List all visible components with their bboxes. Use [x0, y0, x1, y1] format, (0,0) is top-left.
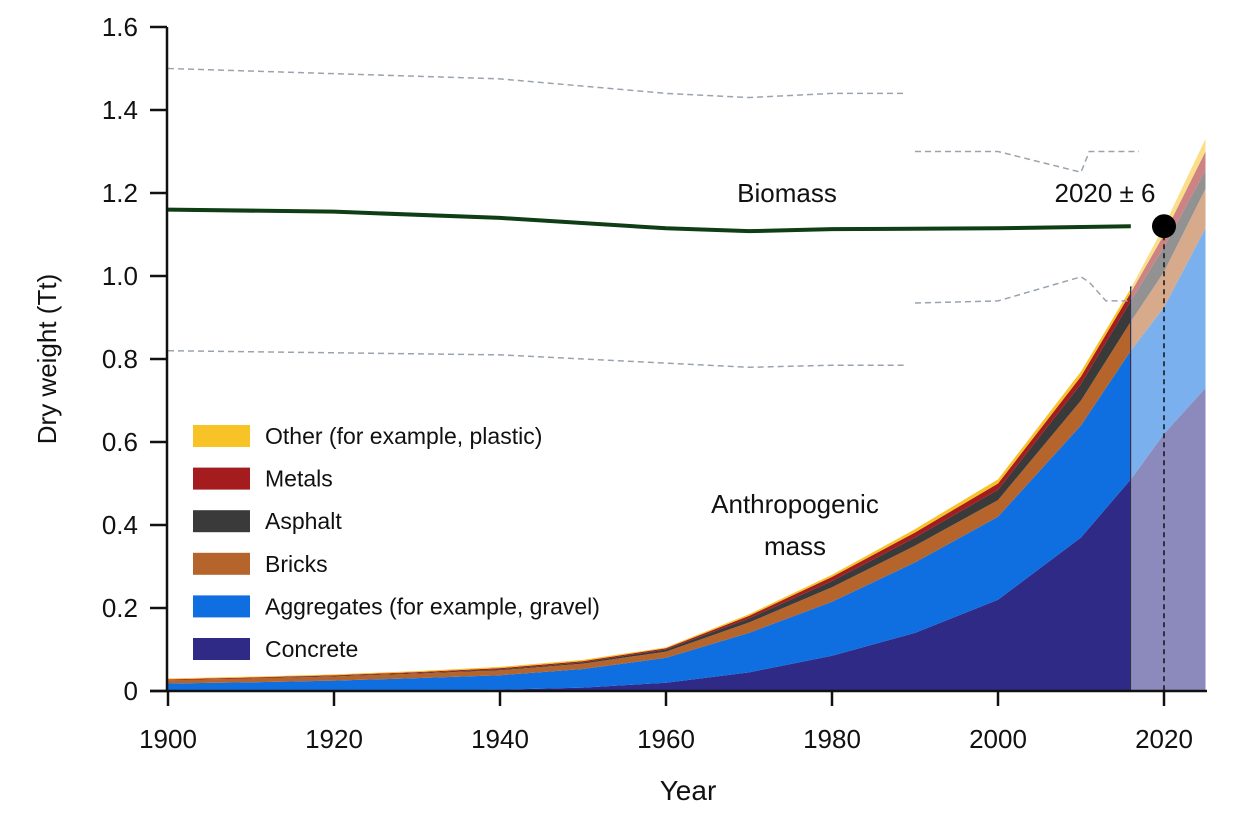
biomass-uncertainty-bound-2: [915, 150, 1140, 174]
y-tick-label: 0.4: [102, 510, 138, 540]
stacked-areas: [168, 139, 1206, 691]
legend-label: Metals: [265, 466, 333, 492]
biomass-uncertainty-bound-0: [167, 67, 907, 99]
legend-label: Aggregates (for example, gravel): [265, 593, 600, 619]
legend: Other (for example, plastic) Metals Asphal…: [193, 423, 600, 662]
y-tick-label: 0.2: [102, 593, 138, 623]
legend-item: Metals: [193, 466, 333, 492]
x-tick-label: 1980: [803, 724, 861, 754]
biomass-group: [167, 67, 1140, 369]
x-tick-label: 1920: [305, 724, 363, 754]
axes: 0 0.2 0.4 0.6 0.8 1.0 1.2 1.4 1.6 1900 1920 1940 196…: [102, 12, 1207, 754]
x-tick-label: 1900: [139, 724, 197, 754]
x-tick-label: 1940: [471, 724, 529, 754]
legend-item: Aggregates (for example, gravel): [193, 593, 600, 619]
legend-swatch: [193, 595, 250, 618]
legend-swatch: [193, 425, 250, 447]
legend-item: Bricks: [193, 551, 328, 577]
legend-swatch: [193, 510, 250, 533]
legend-item: Other (for example, plastic): [193, 423, 542, 449]
crossover-label: 2020 ± 6: [1054, 178, 1155, 208]
legend-swatch: [193, 638, 250, 660]
y-tick-label: 0.8: [102, 344, 138, 374]
legend-item: Concrete: [193, 636, 358, 662]
legend-swatch: [193, 467, 250, 490]
y-tick-label: 0: [124, 676, 138, 706]
area-concrete: [168, 388, 1206, 691]
x-tick-label: 2020: [1135, 724, 1193, 754]
y-tick-label: 1.6: [102, 12, 138, 42]
biomass-label: Biomass: [737, 178, 837, 208]
legend-label: Concrete: [265, 636, 358, 662]
anthropogenic-label-line2: mass: [764, 531, 826, 561]
legend-item: Asphalt: [193, 508, 342, 534]
y-axis-label: Dry weight (Tt): [32, 274, 62, 444]
x-tick-label: 1960: [637, 724, 695, 754]
area-aggregates: [168, 228, 1206, 691]
legend-swatch: [193, 552, 250, 575]
y-tick-label: 1.2: [102, 178, 138, 208]
crossover-point: [1152, 214, 1176, 239]
legend-label: Asphalt: [265, 508, 342, 534]
y-tick-label: 0.6: [102, 427, 138, 457]
y-tick-label: 1.4: [102, 95, 138, 125]
x-tick-label: 2000: [969, 724, 1027, 754]
legend-label: Bricks: [265, 551, 328, 577]
anthropogenic-label-line1: Anthropogenic: [711, 489, 879, 519]
biomass-line: [167, 207, 1131, 234]
legend-label: Other (for example, plastic): [265, 423, 542, 449]
biomass-uncertainty-bound-1: [167, 349, 907, 369]
x-axis-label: Year: [660, 775, 717, 806]
biomass-uncertainty-bound-3: [914, 276, 1131, 304]
y-tick-label: 1.0: [102, 261, 138, 291]
